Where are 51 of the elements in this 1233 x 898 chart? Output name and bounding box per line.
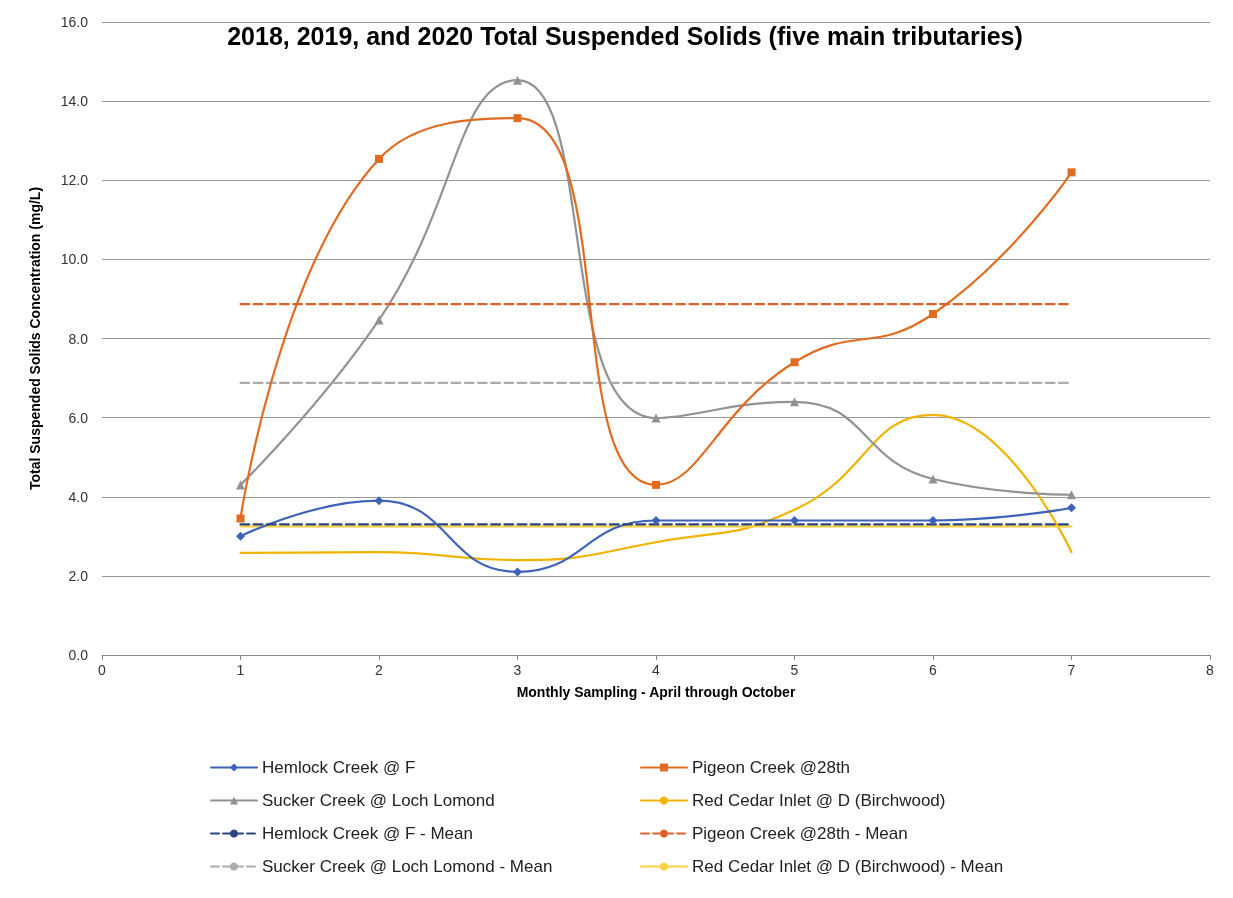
y-tick-label: 16.0 — [60, 14, 89, 30]
point — [375, 154, 383, 163]
point — [790, 358, 799, 367]
legend-label: Pigeon Creek @28th — [692, 758, 851, 777]
point — [1067, 168, 1076, 177]
x-tick-label: 2 — [375, 662, 384, 678]
legend-label: Sucker Creek @ Loch Lomond — [262, 791, 495, 810]
point — [928, 515, 938, 525]
y-tick-label: 2.0 — [68, 567, 89, 584]
point — [1067, 490, 1076, 500]
chart-title: 2018, 2019, and 2020 Total Suspended Solids (five main tributaries) — [227, 21, 1023, 50]
x-tick-label: 1 — [236, 662, 245, 678]
line-series — [239, 413, 1073, 562]
x-tick-label: 4 — [652, 662, 661, 678]
x-tick-label: 3 — [513, 662, 522, 678]
point — [236, 514, 245, 523]
x-axis-title: Monthly Sampling - April through October — [516, 684, 796, 700]
point — [236, 480, 245, 490]
x-tick-label: 6 — [929, 662, 938, 678]
point — [652, 480, 660, 489]
x-tick-label: 8 — [1206, 662, 1215, 678]
x-tick-label: 5 — [790, 662, 799, 678]
legend-label: Hemlock Creek @ F - Mean — [262, 824, 473, 843]
point — [928, 474, 938, 484]
point — [513, 567, 522, 577]
legend-label: Pigeon Creek @28th - Mean — [692, 824, 908, 843]
y-tick-label: 6.0 — [68, 409, 89, 426]
point — [790, 397, 799, 407]
y-axis-title: Total Suspended Solids Concentration (mg/L) — [27, 186, 43, 491]
point — [513, 75, 522, 85]
point — [513, 114, 522, 123]
y-tick-label: 0.0 — [68, 647, 89, 663]
x-tick-label: 7 — [1067, 662, 1076, 678]
point — [651, 515, 661, 525]
point — [929, 309, 937, 318]
point — [374, 496, 384, 506]
y-tick-label: 12.0 — [60, 172, 89, 189]
legend-label: Hemlock Creek @ F — [262, 758, 416, 777]
point — [1067, 503, 1076, 513]
x-tick-label: 0 — [98, 662, 107, 678]
y-tick-label: 14.0 — [60, 93, 89, 110]
point — [790, 515, 799, 525]
point — [374, 315, 384, 325]
legend-label: Sucker Creek @ Loch Lomond - Mean — [262, 857, 553, 876]
y-tick-label: 4.0 — [68, 488, 89, 505]
y-tick-label: 10.0 — [60, 251, 89, 268]
point — [651, 413, 661, 423]
legend-label: Red Cedar Inlet @ D (Birchwood) - Mean — [692, 857, 1004, 876]
legend-label: Red Cedar Inlet @ D (Birchwood) — [692, 791, 946, 810]
y-tick-label: 8.0 — [68, 330, 89, 347]
point — [236, 531, 245, 541]
